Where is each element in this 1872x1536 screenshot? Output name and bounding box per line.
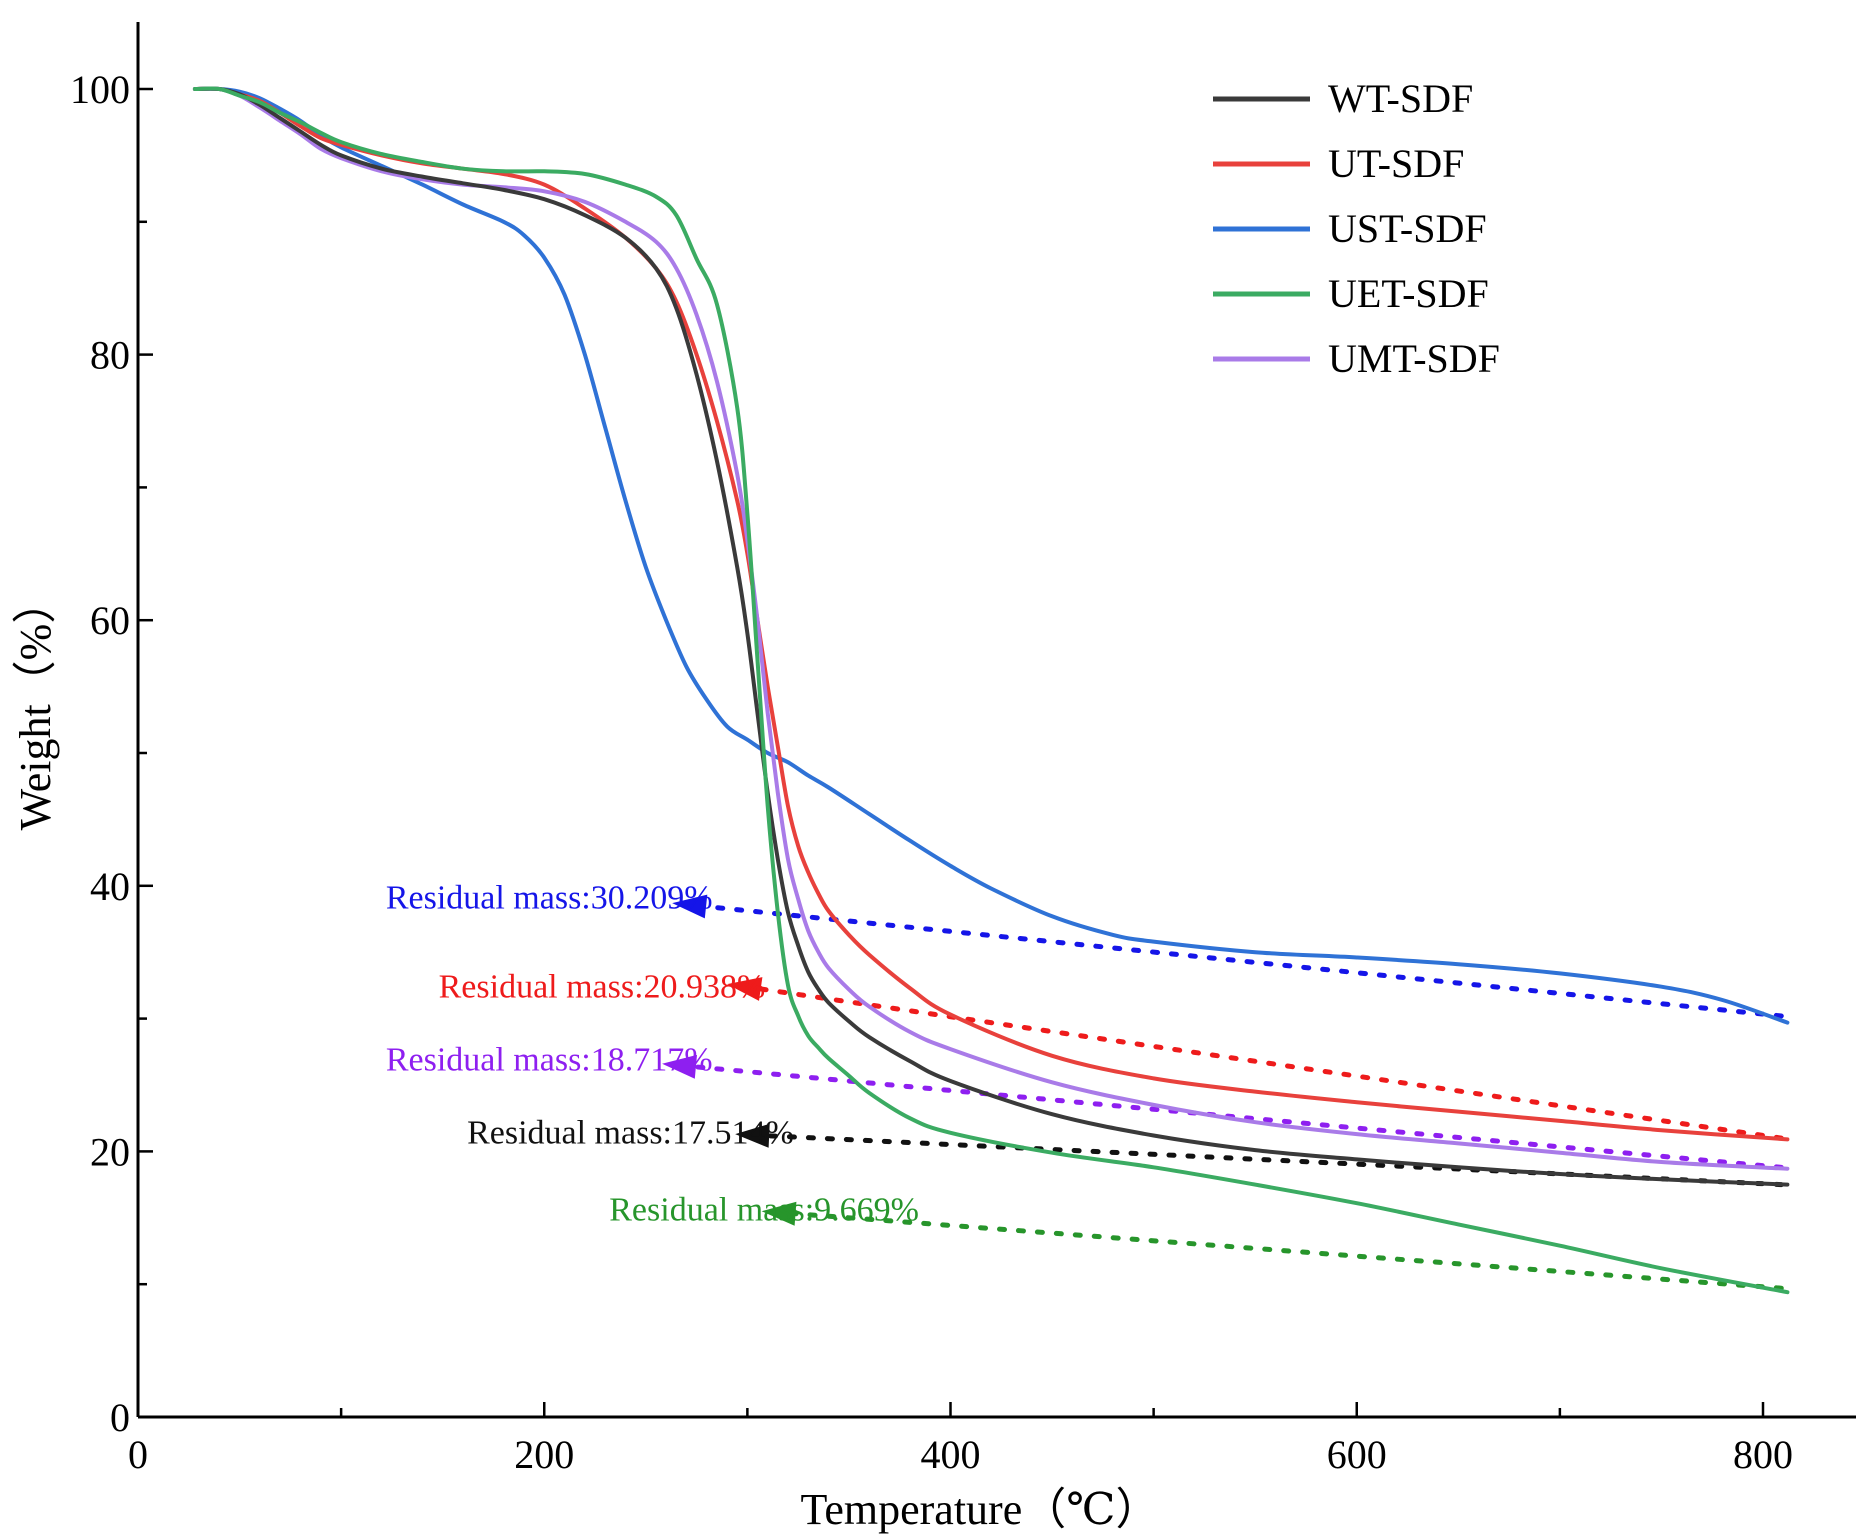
series-line-ust-sdf [192,86,1790,1025]
y-axis-label: Weight（%） [11,580,60,831]
residual-mass-label: Residual mass:17.514% [467,1114,794,1151]
residual-mass-label: Residual mass:30.209% [386,879,713,916]
series-line-wt-sdf [192,86,1790,1187]
legend-label: UET-SDF [1328,271,1489,316]
series-line-uet-sdf [192,86,1790,1295]
axes [136,22,1856,1419]
series-line-ut-sdf [192,86,1790,1142]
y-tick-label: 20 [90,1129,130,1174]
y-tick-label: 100 [70,67,130,112]
residual-arrow-head [761,1201,797,1226]
x-tick-label: 0 [128,1432,148,1477]
residual-arrow-head [727,977,763,1001]
legend-label: UMT-SDF [1328,336,1500,381]
x-tick-label: 800 [1733,1432,1793,1477]
x-tick-label: 200 [514,1432,574,1477]
residual-mass-label: Residual mass:18.717% [386,1041,713,1078]
residual-arrow-head [662,1054,697,1079]
residual-arrow-line [758,986,1784,1141]
series-layer [192,86,1790,1295]
y-tick-label: 0 [110,1395,130,1440]
x-tick-label: 600 [1327,1432,1387,1477]
residual-arrow-head [735,1123,770,1148]
residual-mass-label: Residual mass:20.938% [439,968,766,1005]
residual-mass-label: Residual mass:9.669% [609,1192,919,1229]
residual-arrow-line [792,1211,1784,1291]
legend: WT-SDF UT-SDF UST-SDF UET-SDF UMT-SDF [1213,76,1500,381]
annotations: Residual mass:30.209% Residual mass:20.93… [386,879,1784,1291]
x-tick-label: 400 [921,1432,981,1477]
residual-arrow-head [672,894,708,919]
legend-label: UT-SDF [1328,141,1464,186]
series-line-umt-sdf [192,86,1790,1171]
y-tick-label: 40 [90,864,130,909]
y-tick-label: 60 [90,598,130,643]
x-axis-label: Temperature（℃） [801,1485,1160,1534]
legend-label: UST-SDF [1328,206,1487,251]
ticks: 0 200 400 600 800 0 20 40 60 80 100 [70,67,1793,1477]
residual-arrow-line [703,904,1784,1019]
legend-label: WT-SDF [1328,76,1473,121]
y-tick-label: 80 [90,333,130,378]
